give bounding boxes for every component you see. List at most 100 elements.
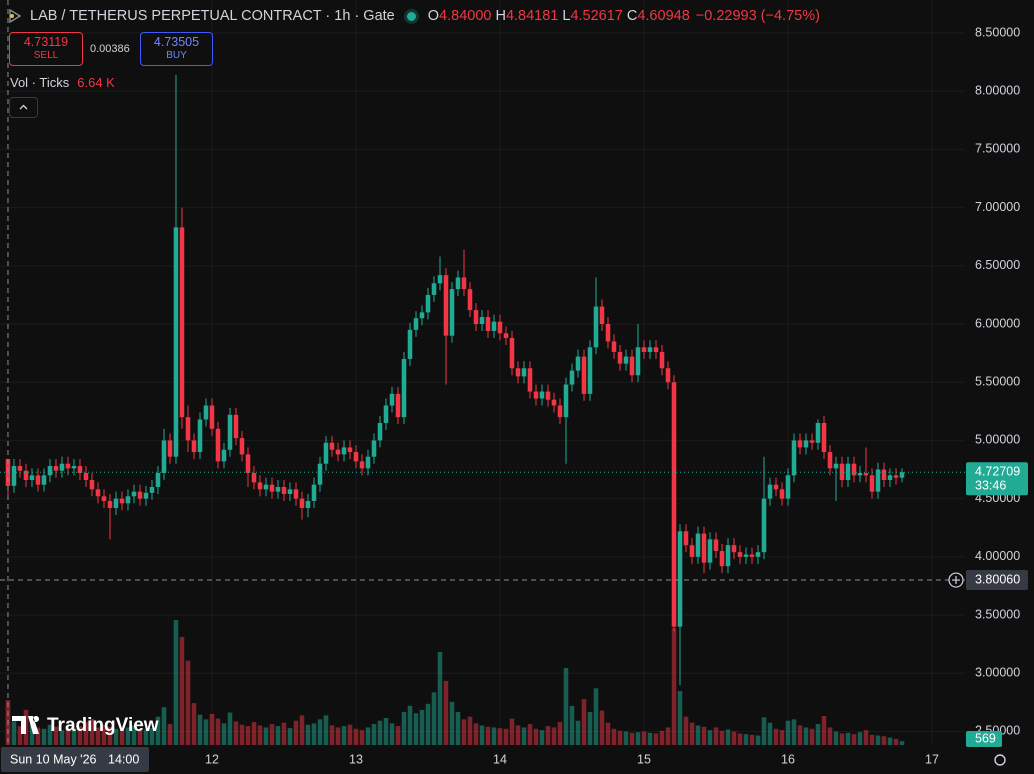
candle-body bbox=[857, 473, 863, 476]
volume-bar bbox=[773, 728, 779, 745]
change: −0.22993 (−4.75%) bbox=[695, 8, 820, 24]
candle-body bbox=[557, 405, 563, 418]
candle-body bbox=[65, 463, 71, 469]
y-tick-label: 4.00000 bbox=[975, 549, 1020, 563]
volume-bar bbox=[413, 713, 419, 745]
volume-bar bbox=[497, 728, 503, 745]
volume-bar bbox=[41, 728, 47, 745]
volume-legend: Vol · Ticks 6.64 K bbox=[10, 75, 115, 90]
candle-body bbox=[113, 498, 119, 508]
x-tick-label: 16 bbox=[781, 752, 795, 766]
volume-bar bbox=[257, 725, 263, 745]
collapse-button[interactable] bbox=[9, 97, 38, 118]
volume-bar bbox=[311, 723, 317, 745]
candle-body bbox=[797, 440, 803, 448]
volume-bar bbox=[35, 727, 41, 745]
y-tick-label: 7.00000 bbox=[975, 200, 1020, 214]
volume-bar bbox=[299, 715, 305, 745]
volume-bar bbox=[689, 722, 695, 745]
candle-body bbox=[389, 393, 395, 406]
ohlc-value: 4.60948 bbox=[637, 8, 690, 24]
candle-body bbox=[875, 469, 881, 492]
candle-body bbox=[149, 486, 155, 493]
volume-bar bbox=[539, 730, 545, 745]
candle-body bbox=[593, 306, 599, 348]
volume-legend-label: Vol · Ticks bbox=[10, 75, 70, 90]
x-tick-label: 13 bbox=[349, 752, 363, 766]
volume-bar bbox=[149, 728, 155, 745]
candle-body bbox=[719, 551, 725, 567]
candle-body bbox=[665, 368, 671, 383]
volume-legend-value: 6.64 K bbox=[77, 75, 115, 90]
candle-body bbox=[689, 545, 695, 557]
candle-body bbox=[191, 440, 197, 453]
candle-body bbox=[227, 414, 233, 450]
last-volume-box bbox=[966, 731, 1002, 747]
watermark-logo bbox=[12, 716, 40, 734]
candle-body bbox=[59, 463, 65, 471]
volume-bar bbox=[641, 731, 647, 745]
volume-bar bbox=[425, 703, 431, 745]
volume-bar bbox=[557, 722, 563, 745]
volume-bar bbox=[515, 725, 521, 745]
volume-bar bbox=[485, 726, 491, 745]
candle-body bbox=[527, 368, 533, 392]
symbol-title[interactable]: LAB / TETHERUS PERPETUAL CONTRACT · 1h ·… bbox=[30, 8, 395, 24]
candle-body bbox=[641, 347, 647, 352]
candle-body bbox=[863, 473, 869, 476]
symbol-icon[interactable] bbox=[9, 9, 21, 23]
volume-bar bbox=[755, 735, 761, 745]
volume-bar bbox=[155, 716, 161, 745]
volume-bar bbox=[119, 730, 125, 745]
volume-bar bbox=[251, 722, 257, 745]
volume-bar bbox=[329, 725, 335, 745]
volume-bar bbox=[377, 720, 383, 745]
candle-body bbox=[737, 552, 743, 557]
buy-button[interactable]: 4.73505 BUY bbox=[140, 32, 213, 66]
volume-bar bbox=[167, 724, 173, 745]
candle-body bbox=[467, 289, 473, 311]
volume-bar bbox=[617, 730, 623, 745]
candle-body bbox=[617, 351, 623, 364]
volume-bar bbox=[131, 725, 137, 745]
candle-body bbox=[167, 440, 173, 457]
sell-label: SELL bbox=[33, 50, 59, 61]
crosshair-time: 14:00 bbox=[108, 752, 139, 766]
candle-body bbox=[509, 337, 515, 369]
candle-body bbox=[569, 370, 575, 385]
volume-bar bbox=[287, 728, 293, 745]
volume-bar bbox=[359, 730, 365, 745]
candle-body bbox=[869, 475, 875, 492]
volume-bar bbox=[227, 712, 233, 745]
volume-bar bbox=[185, 660, 191, 745]
ohlc-key: L bbox=[562, 8, 571, 24]
settings-icon[interactable] bbox=[994, 754, 1006, 766]
candle-body bbox=[29, 475, 35, 481]
volume-bar bbox=[887, 737, 893, 745]
candle-body bbox=[749, 554, 755, 557]
volume-bar bbox=[17, 726, 23, 745]
ohlc-value: 4.84000 bbox=[439, 8, 492, 24]
spread: 0.00386 bbox=[90, 43, 130, 55]
candle-body bbox=[845, 463, 851, 481]
volume-bar bbox=[605, 722, 611, 745]
candle-body bbox=[305, 500, 311, 508]
candle-body bbox=[431, 283, 437, 295]
candle-body bbox=[257, 482, 263, 490]
volume-bar bbox=[653, 733, 659, 745]
volume-bar bbox=[455, 711, 461, 745]
candle-body bbox=[53, 466, 59, 471]
volume-bar bbox=[503, 728, 509, 745]
volume-bar bbox=[95, 727, 101, 745]
sell-button[interactable]: 4.73119 SELL bbox=[9, 32, 83, 66]
volume-bar bbox=[143, 729, 149, 745]
volume-bar bbox=[749, 734, 755, 745]
volume-bar bbox=[407, 705, 413, 745]
volume-bar bbox=[623, 731, 629, 745]
candle-body bbox=[827, 452, 833, 469]
volume-bar bbox=[647, 732, 653, 745]
volume-bar bbox=[47, 724, 53, 745]
